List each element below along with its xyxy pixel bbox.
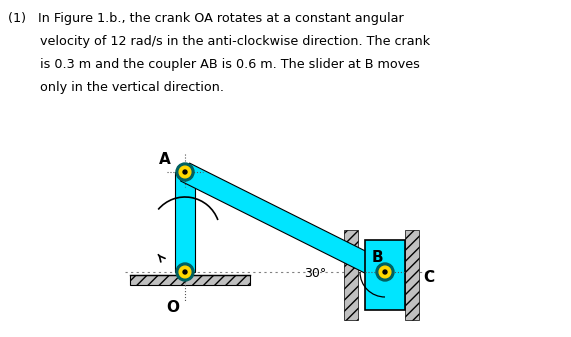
- Circle shape: [176, 163, 194, 181]
- Circle shape: [176, 263, 194, 281]
- Bar: [405, 230, 419, 320]
- Bar: [175, 172, 195, 272]
- Text: (1)   In Figure 1.b., the crank OA rotates at a constant angular: (1) In Figure 1.b., the crank OA rotates…: [8, 12, 404, 25]
- Circle shape: [376, 263, 394, 281]
- Circle shape: [183, 270, 187, 274]
- Circle shape: [179, 166, 191, 178]
- Text: only in the vertical direction.: only in the vertical direction.: [8, 81, 224, 94]
- Circle shape: [379, 266, 391, 278]
- Text: is 0.3 m and the coupler AB is 0.6 m. The slider at B moves: is 0.3 m and the coupler AB is 0.6 m. Th…: [8, 58, 420, 71]
- Text: B: B: [371, 250, 383, 266]
- Bar: [344, 230, 358, 320]
- Polygon shape: [180, 163, 389, 281]
- Bar: [130, 275, 250, 285]
- Circle shape: [183, 170, 187, 174]
- Bar: [365, 240, 405, 310]
- Text: velocity of 12 rad/s in the anti-clockwise direction. The crank: velocity of 12 rad/s in the anti-clockwi…: [8, 35, 430, 48]
- Text: C: C: [423, 270, 434, 284]
- Text: O: O: [167, 300, 179, 315]
- Circle shape: [179, 266, 191, 278]
- Text: 30°: 30°: [304, 267, 326, 280]
- Text: A: A: [159, 152, 171, 167]
- Circle shape: [383, 270, 387, 274]
